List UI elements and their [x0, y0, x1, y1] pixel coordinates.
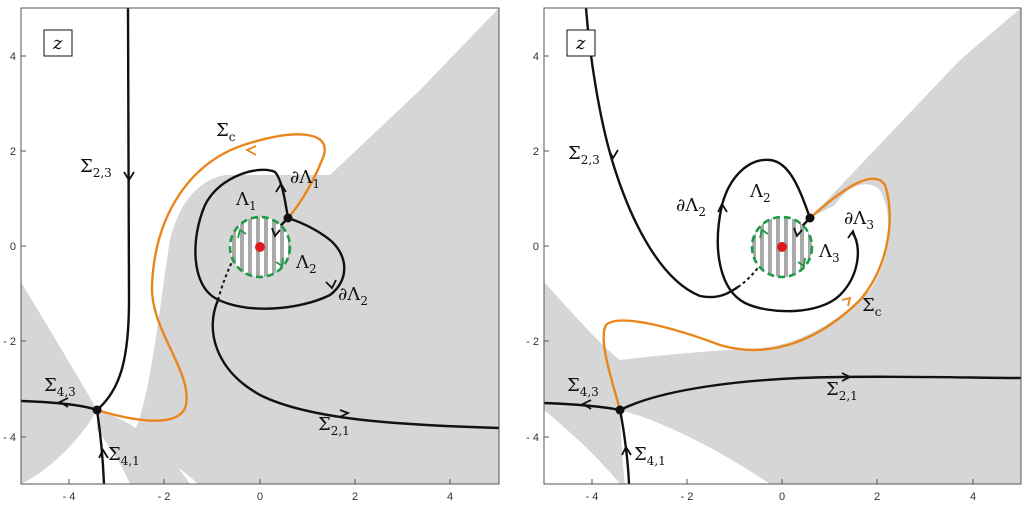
left-sigma41-curve [95, 409, 106, 484]
right-label-sigma43: Σ4,3 [567, 375, 599, 399]
left-xtick-0: - 4 [63, 491, 76, 503]
right-panel: z Σ2,3 ∂Λ2 Λ2 ∂Λ3 Λ3 Σc Σ4,3 Σ2,1 Σ4,1 -… [526, 7, 1022, 503]
left-arrow-sigma21 [339, 409, 351, 418]
right-ytick-2: 0 [533, 241, 539, 253]
right-xtick-4: 4 [970, 491, 976, 503]
right-ytick-0: 4 [533, 51, 539, 63]
right-ytick-1: 2 [533, 146, 539, 158]
right-label-dlambda3: ∂Λ3 [844, 208, 874, 232]
left-label-sigma23: Σ2,3 [80, 156, 112, 180]
left-label-sigma41: Σ4,1 [108, 444, 140, 468]
left-center-point [255, 242, 265, 252]
left-label-lambda1: Λ1 [235, 189, 257, 213]
right-corner-point [615, 405, 625, 415]
left-shaded-region-lower [97, 410, 190, 484]
left-label-sigma21: Σ2,1 [318, 414, 350, 438]
left-sigma-c-contour [96, 133, 326, 422]
left-y-ticks: 4 2 0 - 2 - 4 [3, 51, 26, 444]
right-white-region-lower [544, 410, 620, 484]
right-arrow-green-2 [797, 257, 806, 268]
left-corner-point [92, 405, 102, 415]
left-xtick-3: 2 [352, 491, 358, 503]
right-label-sigma21: Σ2,1 [826, 379, 858, 403]
right-arrow-sigma-c [841, 296, 852, 307]
left-shaded-region-main [130, 8, 499, 484]
left-label-sigma43: Σ4,3 [44, 375, 76, 399]
left-label-lambda2: Λ2 [295, 252, 317, 276]
left-label-sigma-c: Σc [216, 120, 236, 144]
right-sigma23-curve [584, 8, 739, 299]
right-y-ticks: 4 2 0 - 2 - 4 [526, 51, 549, 444]
left-arrow-green-2 [275, 257, 284, 268]
right-arrow-radial [793, 227, 803, 238]
left-shaded-region-bottomleft [21, 282, 97, 484]
left-xtick-4: 4 [447, 491, 453, 503]
right-center-point [777, 242, 787, 252]
left-sigma23-curve [96, 8, 131, 411]
right-dashed-connector [737, 264, 761, 288]
left-d-lambda1-loop [194, 168, 346, 310]
right-arrow-dlambda3 [847, 229, 857, 241]
left-arrow-green-1 [237, 228, 247, 239]
right-z-box [566, 29, 596, 57]
left-z-box [43, 29, 73, 57]
right-sigma-c-contour [602, 177, 891, 411]
left-arrow-sigma41 [98, 448, 109, 459]
right-shaded-region-diagonal [544, 8, 1021, 484]
left-dashed-connector [217, 261, 233, 301]
left-arrow-radial [271, 227, 281, 238]
right-xtick-0: - 4 [586, 491, 599, 503]
left-ytick-0: 4 [10, 51, 16, 63]
left-ytick-1: 2 [10, 146, 16, 158]
right-sigma21-curve [619, 375, 1021, 412]
right-sigma41-curve [618, 409, 631, 484]
left-arrow-sigma23 [123, 171, 135, 182]
left-xtick-1: - 2 [158, 491, 171, 503]
left-arrow-dlambda1 [275, 182, 287, 193]
right-arrow-dlambda2 [717, 202, 728, 213]
right-label-sigma-c: Σc [862, 295, 882, 319]
left-ytick-3: - 2 [3, 336, 16, 348]
right-label-lambda2: Λ2 [749, 181, 771, 205]
left-x-ticks: - 4 - 2 0 2 4 [63, 479, 453, 503]
left-panel: z Σc ∂Λ1 Λ1 Λ2 ∂Λ2 Σ2,3 Σ4,3 Σ4,1 Σ2,1 -… [3, 7, 500, 503]
left-sigma21-curve [211, 299, 499, 430]
left-ytick-4: - 4 [3, 432, 16, 444]
left-arrow-sigma43 [58, 397, 69, 408]
right-ytick-3: - 2 [526, 336, 539, 348]
right-x-ticks: - 4 - 2 0 2 4 [586, 479, 976, 503]
right-xtick-3: 2 [874, 491, 880, 503]
right-arrow-green-1 [759, 228, 769, 239]
left-saddle-point [283, 213, 293, 223]
right-label-sigma23: Σ2,3 [568, 143, 600, 167]
left-arrow-dlambda2 [325, 279, 337, 290]
left-label-dlambda2: ∂Λ2 [338, 284, 368, 308]
left-arrow-sigma-c [244, 145, 257, 156]
right-xtick-1: - 2 [681, 491, 694, 503]
right-arrow-sigma23 [608, 149, 619, 160]
right-ytick-4: - 4 [526, 432, 539, 444]
right-label-lambda3: Λ3 [818, 241, 840, 265]
right-arrow-sigma21 [841, 372, 853, 382]
right-d-lambda2-loop [716, 158, 859, 313]
right-label-sigma41: Σ4,1 [634, 444, 666, 468]
right-xtick-2: 0 [779, 491, 785, 503]
right-z-label: z [575, 33, 586, 54]
right-arrow-sigma43 [581, 399, 592, 410]
left-ytick-2: 0 [10, 241, 16, 253]
left-xtick-2: 0 [257, 491, 263, 503]
left-z-label: z [52, 33, 63, 54]
right-arrow-sigma41 [621, 445, 632, 456]
left-label-dlambda1: ∂Λ1 [290, 167, 320, 191]
right-label-dlambda2: ∂Λ2 [676, 195, 706, 219]
right-saddle-point [805, 213, 815, 223]
right-white-region-bottom [620, 410, 770, 484]
